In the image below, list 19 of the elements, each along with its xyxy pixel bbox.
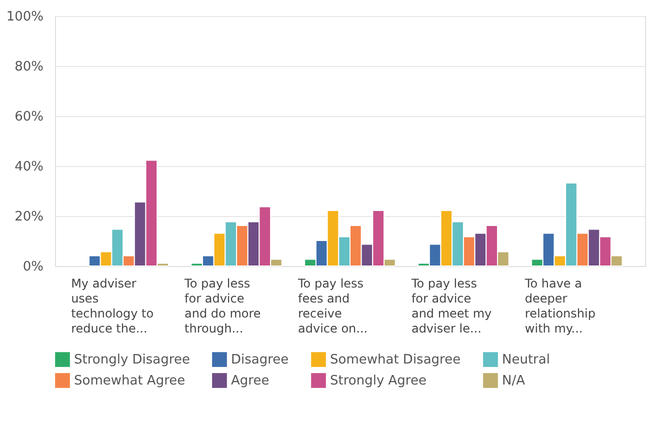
x-tick-label: To pay less fees and receive advice on... (297, 276, 368, 336)
y-tick-label: 0% (22, 260, 44, 274)
y-tick-label: 100% (6, 10, 44, 24)
x-tick-label: My adviser uses technology to reduce the... (71, 276, 154, 336)
legend-label: Somewhat Agree (74, 374, 186, 388)
y-tick-label: 60% (14, 110, 44, 124)
y-tick-label: 80% (14, 60, 44, 74)
x-tick-label: To pay less for advice and do more through... (184, 276, 261, 336)
y-tick-label: 20% (14, 210, 44, 224)
y-tick-label: 40% (14, 160, 44, 174)
legend-label: Agree (231, 374, 270, 388)
x-tick-label: To have a deeper relationship with my... (524, 276, 596, 336)
legend-label: Somewhat Disagree (330, 352, 461, 368)
x-tick-label: To pay less for advice and meet my adviser le... (410, 276, 492, 336)
legend-label: Disagree (231, 352, 289, 368)
legend-label: Strongly Disagree (74, 352, 190, 368)
legend-label: Strongly Agree (330, 374, 426, 388)
legend-label: Neutral (502, 352, 550, 368)
legend-label: N/A (502, 374, 526, 388)
